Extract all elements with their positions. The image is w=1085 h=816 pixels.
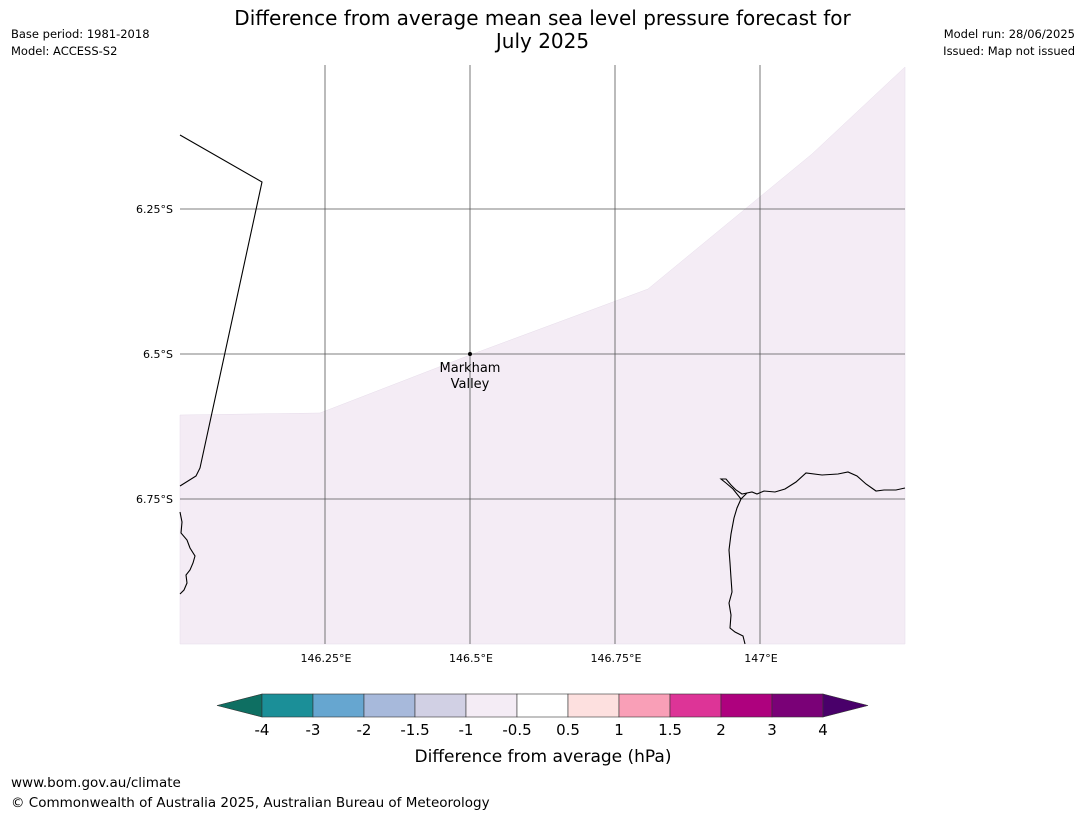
colorbar-tick-label: 1 [614, 721, 624, 739]
lat-label-675: 6.75°S [136, 493, 173, 506]
footer-copyright: © Commonwealth of Australia 2025, Austra… [11, 795, 490, 811]
colorbar-tick-label: 3 [767, 721, 777, 739]
colorbar-tick-label: 1.5 [658, 721, 682, 739]
base-period-text: Base period: 1981-2018 [11, 27, 150, 41]
lat-label-65: 6.5°S [143, 348, 173, 361]
lon-label-1465: 146.5°E [449, 652, 493, 665]
boundary-line [179, 134, 263, 487]
meta-right: Model run: 28/06/2025 Issued: Map not is… [943, 26, 1075, 60]
colorbar-segment [567, 693, 620, 718]
colorbar-label: Difference from average (hPa) [415, 747, 672, 767]
footer-url: www.bom.gov.au/climate [11, 775, 181, 791]
map-title: Difference from average mean sea level p… [200, 7, 885, 53]
model-run-text: Model run: 28/06/2025 [943, 27, 1075, 41]
title-line-1: Difference from average mean sea level p… [234, 6, 851, 30]
colorbar-tick-label: -1.5 [400, 721, 429, 739]
map-panel: Markham Valley 6.25°S 6.5°S 6.75°S 146.2… [136, 65, 906, 665]
colorbar-arrow-low [216, 693, 263, 718]
lon-label-147: 147°E [744, 652, 777, 665]
issued-text: Issued: Map not issued [943, 44, 1075, 58]
west-coastline [179, 511, 196, 595]
colorbar-tick-label: 0.5 [556, 721, 580, 739]
east-coastline [728, 471, 906, 645]
colorbar: -4 -3 -2 -1.5 -1 -0.5 0.5 1 1.5 2 3 4 [216, 693, 869, 739]
colorbar-segment [618, 693, 671, 718]
colorbar-segment [771, 693, 824, 718]
colorbar-segment [669, 693, 722, 718]
colorbar-tick-label: 4 [818, 721, 828, 739]
colorbar-segment [465, 693, 518, 718]
colorbar-tick-label: -4 [255, 721, 270, 739]
lon-label-14675: 146.75°E [591, 652, 642, 665]
colorbar-tick-label: -2 [357, 721, 372, 739]
lat-label-625: 6.25°S [136, 203, 173, 216]
east-coastline-inlet [719, 478, 748, 500]
colorbar-segment [312, 693, 365, 718]
pressure-anomaly-shading [179, 66, 906, 645]
colorbar-arrow-high [822, 693, 869, 718]
colorbar-segment [516, 693, 569, 718]
meta-left: Base period: 1981-2018 Model: ACCESS-S2 [11, 26, 150, 60]
coastlines [179, 134, 906, 645]
colorbar-segment [720, 693, 773, 718]
colorbar-segment [414, 693, 467, 718]
colorbar-tick-label: -1 [459, 721, 474, 739]
colorbar-tick-label: -3 [306, 721, 321, 739]
colorbar-segment [363, 693, 416, 718]
place-label-line-2: Valley [451, 377, 490, 392]
colorbar-tick-label: -0.5 [502, 721, 531, 739]
model-text: Model: ACCESS-S2 [11, 44, 118, 58]
markham-valley-marker [468, 352, 472, 356]
graticule [180, 65, 905, 644]
lon-label-14625: 146.25°E [301, 652, 352, 665]
colorbar-tick-label: 2 [716, 721, 726, 739]
place-label-line-1: Markham [440, 361, 501, 376]
title-line-2: July 2025 [495, 29, 590, 53]
colorbar-segment [261, 693, 314, 718]
